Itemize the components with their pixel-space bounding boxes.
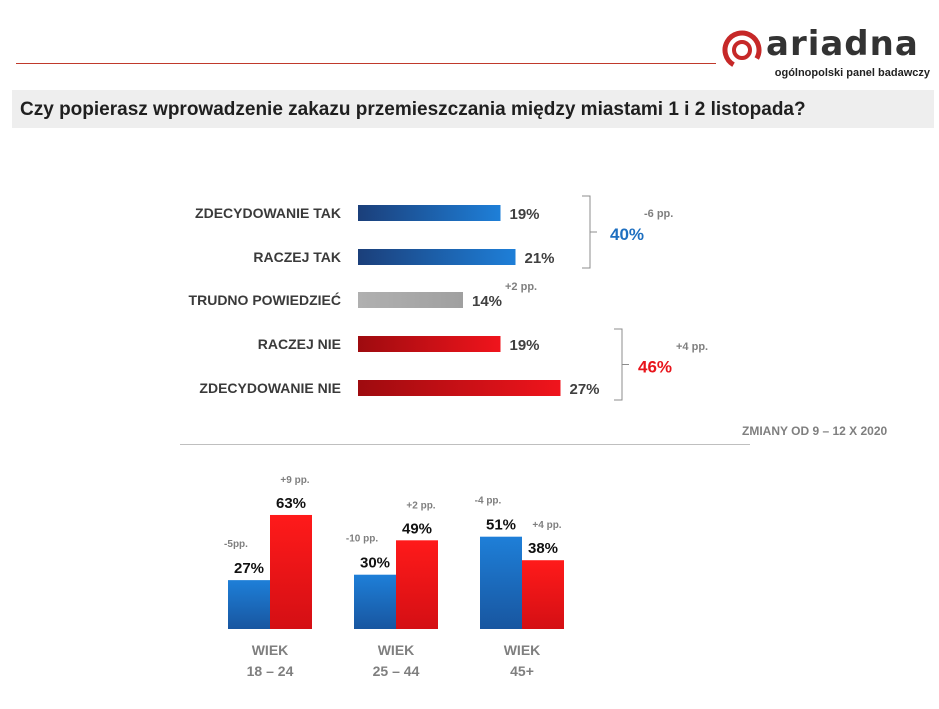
column-nie: [270, 514, 312, 629]
changes-footnote: ZMIANY OD 9 – 12 X 2020: [742, 424, 888, 438]
column-value: 49%: [402, 520, 432, 537]
column-change: -4 pp.: [475, 496, 502, 507]
value-label: 21%: [525, 250, 555, 267]
category-label: RACZEJ NIE: [258, 336, 341, 352]
column-nie: [522, 560, 564, 629]
column-tak: [480, 536, 522, 629]
column-value: 27%: [234, 560, 264, 577]
value-label: 19%: [510, 337, 540, 354]
group-change-nie: +4 pp.: [676, 341, 708, 353]
age-group-label: WIEK: [252, 642, 289, 658]
category-label: RACZEJ TAK: [253, 249, 341, 265]
age-group-label: 45+: [510, 663, 534, 679]
column-change: +9 pp.: [280, 475, 309, 486]
column-change: -10 pp.: [346, 534, 378, 545]
separator-line: [180, 444, 750, 445]
value-label: 19%: [510, 206, 540, 223]
age-group-label: WIEK: [504, 642, 541, 658]
bar: [358, 249, 516, 265]
bar: [358, 336, 501, 352]
group-change-trudno: +2 pp.: [505, 281, 537, 293]
brand-tagline: ogólnopolski panel badawczy: [774, 67, 930, 79]
column-value: 51%: [486, 517, 516, 534]
column-change: +2 pp.: [406, 500, 435, 511]
column-tak: [354, 574, 396, 629]
column-change: +4 pp.: [532, 520, 561, 531]
survey-question: Czy popierasz wprowadzenie zakazu przemi…: [20, 99, 806, 120]
bar: [358, 380, 561, 396]
age-group-label: 25 – 44: [373, 663, 420, 679]
category-label: ZDECYDOWANIE NIE: [199, 380, 341, 396]
column-nie: [396, 540, 438, 629]
group-change-tak: -6 pp.: [644, 208, 673, 220]
ariadna-spiral-icon: [722, 30, 762, 70]
age-group-label: 18 – 24: [247, 663, 294, 679]
column-change: -5pp.: [224, 539, 248, 550]
column-value: 63%: [276, 495, 306, 512]
column-value: 30%: [360, 555, 390, 572]
category-label: ZDECYDOWANIE TAK: [195, 205, 341, 221]
bar: [358, 292, 463, 308]
header-line: [16, 63, 716, 64]
group-bracket: [614, 328, 623, 401]
group-bracket: [582, 195, 591, 269]
ariadna-logo: ariadna ogólnopolski panel badawczy: [722, 24, 932, 82]
bar: [358, 205, 501, 221]
value-label: 14%: [472, 293, 502, 310]
column-value: 38%: [528, 540, 558, 557]
brand-name: ariadna: [766, 24, 919, 64]
age-group-label: WIEK: [378, 642, 415, 658]
category-label: TRUDNO POWIEDZIEĆ: [189, 291, 341, 308]
column-tak: [228, 580, 270, 629]
value-label: 27%: [570, 381, 600, 398]
question-bar: Czy popierasz wprowadzenie zakazu przemi…: [12, 90, 934, 128]
group-total-nie: 46%: [638, 358, 672, 377]
group-total-tak: 40%: [610, 225, 644, 244]
